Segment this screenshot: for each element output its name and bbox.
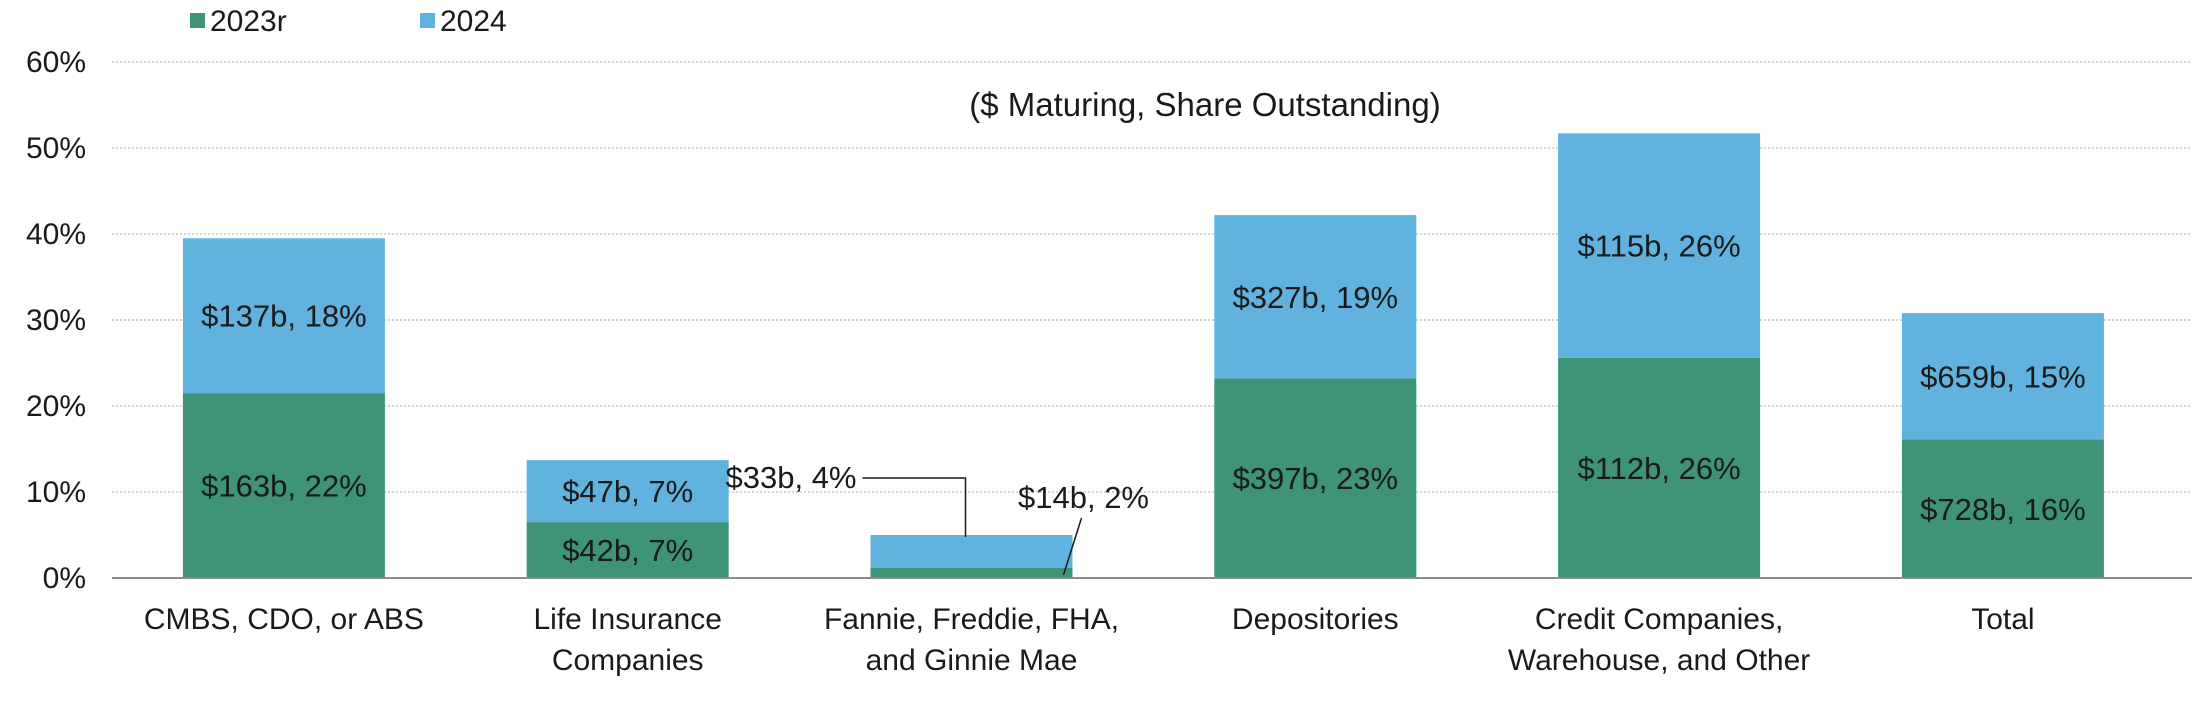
y-tick-label: 0% (43, 562, 86, 595)
y-tick-label: 10% (26, 476, 86, 509)
x-category-label: Warehouse, and Other (1508, 644, 1810, 677)
data-label: $112b, 26% (1578, 451, 1741, 486)
legend-swatch (190, 13, 205, 28)
x-category-label: Fannie, Freddie, FHA, (824, 603, 1119, 636)
y-tick-label: 50% (26, 132, 86, 165)
y-tick-label: 30% (26, 304, 86, 337)
y-tick-label: 40% (26, 218, 86, 251)
y-tick-label: 20% (26, 390, 86, 423)
data-labels: $163b, 22% $137b, 18% $42b, 7% $47b, 7% $33b… (201, 229, 2086, 576)
bar-series2 (1214, 215, 1417, 379)
gridlines (112, 61, 2192, 493)
x-category-label: Life Insurance (533, 603, 721, 636)
data-label: $137b, 18% (201, 299, 366, 334)
x-category-label: Depositories (1232, 603, 1399, 636)
legend-label: 2024 (440, 5, 507, 38)
legend-swatch (420, 13, 435, 28)
x-category-label: and Ginnie Mae (866, 644, 1078, 677)
legend: 2023r 2024 (190, 5, 507, 38)
data-label: $33b, 4% (726, 460, 857, 495)
leader-line (862, 477, 967, 537)
legend-label: 2023r (210, 5, 287, 38)
data-label: $14b, 2% (1018, 480, 1149, 515)
y-axis-tick-labels: 0% 10% 20% 30% 40% 50% 60% (26, 46, 86, 595)
data-label: $42b, 7% (562, 533, 693, 568)
bar-series1 (1558, 357, 1761, 578)
x-axis-category-labels: CMBS, CDO, or ABS Life Insurance Companies… (144, 603, 2035, 677)
chart-subtitle: ($ Maturing, Share Outstanding) (969, 86, 1440, 123)
bar-series1 (1901, 439, 2104, 578)
data-label: $728b, 16% (1920, 492, 2085, 527)
bar-series2 (526, 460, 729, 523)
bars (182, 133, 2104, 578)
leader-line (1062, 517, 1083, 576)
bar-series2 (1901, 313, 2104, 440)
bar-series2 (1558, 133, 1761, 358)
data-label: $163b, 22% (201, 469, 366, 504)
y-tick-label: 60% (26, 46, 86, 79)
bar-series1 (1214, 378, 1417, 578)
bar-series1 (870, 567, 1073, 578)
x-category-label: Credit Companies, (1535, 603, 1783, 636)
x-category-label: Companies (552, 644, 704, 677)
data-label: $47b, 7% (562, 474, 693, 509)
x-category-label: Total (1971, 603, 2034, 636)
bar-series1 (526, 522, 729, 578)
data-label: $115b, 26% (1578, 229, 1741, 264)
data-label: $397b, 23% (1233, 461, 1398, 496)
data-label: $327b, 19% (1233, 280, 1398, 315)
bar-series2 (182, 238, 385, 394)
x-category-label: CMBS, CDO, or ABS (144, 603, 424, 636)
bar-series2 (870, 535, 1073, 568)
data-label: $659b, 15% (1920, 359, 2085, 394)
bar-series1 (182, 393, 385, 578)
